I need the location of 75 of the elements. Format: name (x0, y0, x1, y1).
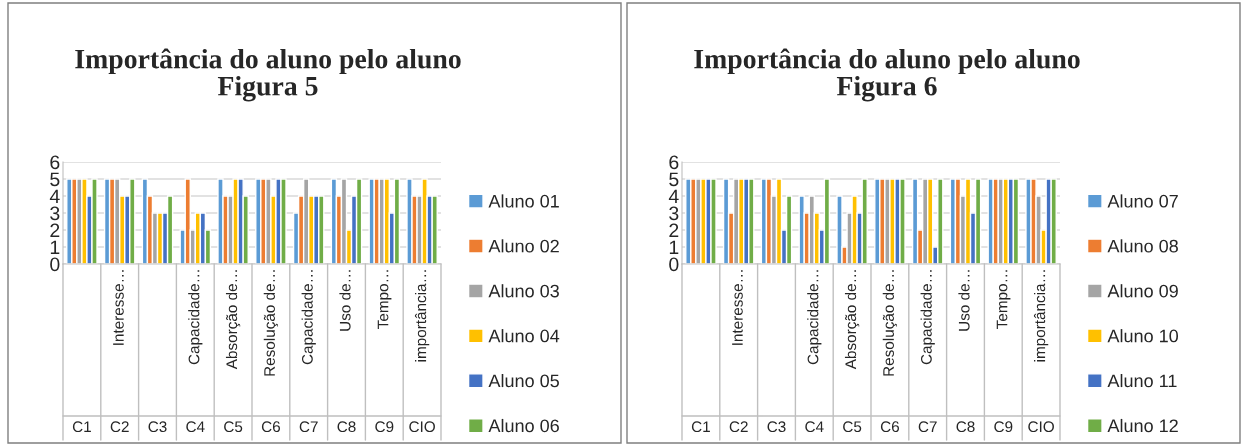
y-tick-label: 0 (50, 257, 60, 272)
bar (987, 178, 994, 264)
text: C4 (805, 421, 824, 433)
text: C9 (994, 421, 1013, 433)
y-tick-label: 5 (50, 172, 60, 187)
y-tick-label: 5 (669, 172, 679, 187)
x-tick-label: Interesse… (113, 270, 124, 345)
legend-label: Aluno 08 (1107, 239, 1178, 253)
bar (1012, 178, 1020, 264)
y-tick-label: 2 (669, 223, 679, 238)
legend-label: Aluno 06 (488, 418, 559, 433)
x-tick-label: Resolução de… (882, 270, 898, 376)
chart-title: Importância do aluno pelo aluno Figura 5 (75, 48, 461, 102)
x-tick-label: Interesse… (732, 270, 743, 345)
text: C2 (110, 421, 129, 433)
legend-label: Aluno 09 (1107, 284, 1178, 298)
bar (355, 178, 363, 264)
x-tick-label: Absorção de… (844, 270, 860, 370)
text: C1 (691, 421, 710, 433)
y-tick-label: 4 (668, 189, 679, 204)
legend-label: Aluno 07 (1107, 194, 1178, 208)
x-tick-label: Resolução de… (263, 270, 279, 376)
x-tick-label: Absorção de… (225, 270, 241, 370)
text: C6 (880, 421, 899, 433)
text: C5 (843, 421, 862, 433)
text: C2 (729, 421, 748, 433)
legend-label: Aluno 04 (488, 329, 560, 343)
x-tick-label: Capacidade… (920, 270, 935, 365)
y-tick-label: 4 (49, 189, 60, 204)
text: C8 (337, 421, 356, 433)
x-tick-label: importância… (414, 270, 430, 362)
text: C3 (148, 421, 167, 433)
x-tick-label: Uso de… (958, 270, 970, 331)
x-tick-label: Tempo… (377, 270, 392, 329)
bar (974, 178, 982, 264)
legend-label: Aluno 02 (488, 239, 559, 253)
text: C4 (186, 421, 205, 433)
bar (393, 178, 401, 264)
x-tick-label: Capacidade… (807, 270, 822, 365)
text: CIO (1028, 421, 1054, 433)
bar (798, 195, 805, 264)
text: C9 (375, 421, 394, 433)
y-tick-label: 0 (669, 257, 679, 272)
y-tick-label: 2 (50, 223, 60, 238)
y-tick-label: 6 (50, 155, 60, 170)
bar (785, 195, 793, 264)
text: C6 (261, 421, 280, 433)
x-tick-label: importância… (1033, 270, 1049, 362)
legend-label: Aluno 05 (488, 374, 559, 388)
text: C7 (918, 421, 937, 433)
x-tick-label: Uso de… (339, 270, 351, 331)
legend-label: Aluno 01 (488, 194, 559, 208)
legend-label: Aluno 03 (488, 284, 559, 298)
bar (166, 195, 174, 264)
text: CIO (409, 421, 435, 433)
chart-title: Importância do aluno pelo aluno Figura 6 (694, 48, 1080, 102)
text: C1 (72, 421, 91, 433)
text: C8 (956, 421, 975, 433)
text: C5 (224, 421, 243, 433)
legend-label: Aluno 10 (1107, 329, 1179, 343)
y-tick-label: 3 (50, 206, 60, 221)
text: C7 (299, 421, 318, 433)
legend-label: Aluno 11 (1107, 374, 1177, 388)
y-tick-label: 3 (669, 206, 679, 221)
text: C3 (767, 421, 786, 433)
bar (836, 195, 843, 264)
x-tick-label: Capacidade… (301, 270, 316, 365)
y-tick-label: 6 (669, 155, 679, 170)
legend-label: Aluno 12 (1107, 418, 1178, 433)
y-tick-label: 1 (50, 240, 60, 255)
x-tick-label: Capacidade… (188, 270, 203, 365)
x-tick-label: Tempo… (996, 270, 1011, 329)
bar (368, 178, 375, 264)
y-tick-label: 1 (669, 240, 679, 255)
bar (823, 178, 831, 264)
